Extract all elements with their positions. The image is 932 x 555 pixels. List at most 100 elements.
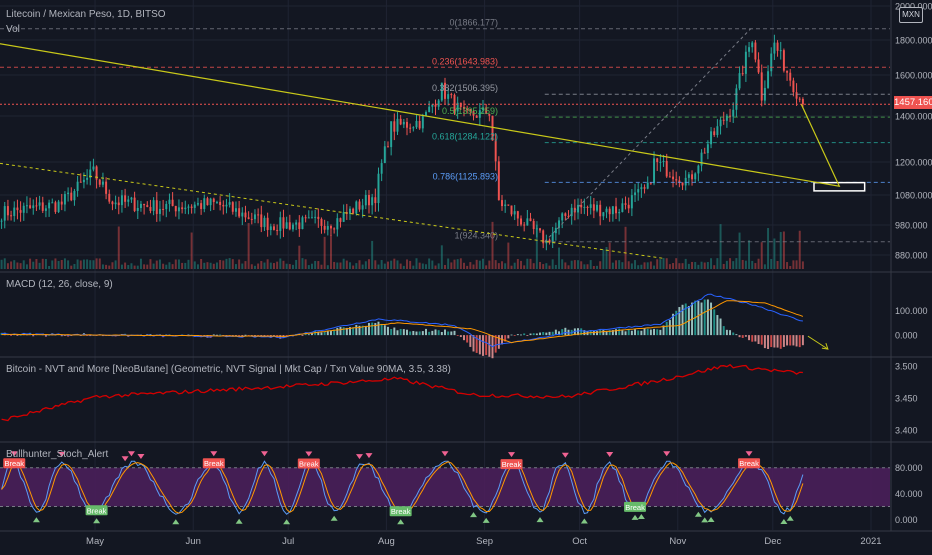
candle-body — [377, 173, 380, 204]
volume-bar — [342, 258, 345, 269]
volume-bar — [662, 258, 665, 269]
macd-histogram-bar — [444, 329, 446, 336]
volume-bar — [592, 265, 595, 269]
macd-histogram-bar — [703, 299, 706, 336]
volume-bar — [212, 263, 215, 269]
volume-bar — [456, 259, 459, 269]
macd-histogram-bar — [577, 328, 580, 336]
volume-bar — [589, 260, 592, 269]
candle-body — [29, 205, 32, 209]
macd-histogram-bar — [770, 335, 773, 348]
candle-body — [152, 200, 155, 211]
candle-body — [608, 208, 611, 215]
volume-bar — [193, 261, 196, 269]
candle-body — [130, 197, 133, 200]
volume-bar — [301, 258, 304, 269]
volume-bar — [744, 260, 747, 269]
volume-bar — [317, 261, 320, 269]
stoch-buy-marker — [707, 516, 715, 522]
volume-bar — [741, 259, 744, 269]
volume-bar — [425, 264, 427, 269]
candle-body — [634, 192, 637, 196]
volume-bar — [288, 264, 291, 269]
candle-body — [703, 152, 706, 154]
macd-histogram-bar — [279, 335, 282, 339]
volume-bar — [133, 265, 136, 269]
volume-bar — [627, 261, 630, 269]
volume-bar — [618, 260, 621, 269]
macd-histogram-bar — [757, 335, 760, 344]
stoch-buy-marker — [701, 517, 709, 523]
macd-histogram-bar — [329, 330, 332, 336]
candle-body — [782, 50, 785, 71]
candle-body — [16, 207, 19, 211]
candle-body — [124, 195, 127, 202]
candle-body — [79, 181, 82, 183]
macd-histogram-bar — [440, 331, 443, 336]
volume-bar — [675, 258, 678, 269]
stoch-sell-marker — [365, 453, 373, 459]
volume-bar — [120, 264, 123, 269]
macd-histogram-bar — [409, 331, 412, 336]
candle-body — [599, 204, 602, 217]
macd-histogram-bar — [779, 335, 782, 349]
stoch-sell-marker — [561, 452, 569, 458]
volume-bar — [402, 265, 405, 269]
currency-badge[interactable]: MXN — [899, 7, 923, 23]
candle-body — [168, 199, 171, 204]
volume-bar — [253, 265, 256, 269]
stoch-pane: 0.000 40.000 80.000 Break Break Break Break Bre… — [0, 451, 923, 525]
volume-bar — [630, 263, 633, 269]
volume-bar — [520, 260, 522, 269]
break-label: Break — [389, 506, 412, 517]
volume-bar — [748, 240, 751, 269]
stoch-buy-marker — [580, 518, 588, 524]
downtrend-line — [0, 162, 666, 260]
volume-bar — [76, 259, 79, 269]
stoch-sell-marker — [305, 451, 313, 457]
candle-body — [504, 204, 507, 207]
candle-body — [174, 205, 177, 212]
candle-body — [596, 204, 599, 211]
candle-body — [456, 102, 459, 112]
volume-bar — [295, 259, 298, 269]
macd-histogram-bar — [782, 335, 785, 347]
volume-bar — [558, 247, 561, 269]
volume-bar — [38, 262, 41, 269]
volume-bar — [548, 265, 551, 269]
candle-body — [732, 109, 735, 117]
volume-bar — [510, 265, 513, 269]
candle-body — [773, 42, 776, 54]
volume-bar — [472, 264, 475, 269]
break-label-text: Break — [739, 459, 759, 468]
candle-body — [792, 80, 795, 93]
macd-histogram-bar — [618, 328, 621, 336]
volume-bar — [710, 258, 713, 269]
macd-histogram-bar — [345, 327, 348, 336]
volume-bar — [206, 262, 209, 269]
break-label: Break — [297, 458, 320, 469]
nvt-tick-label: 3.400 — [895, 426, 918, 436]
volume-bar — [545, 263, 548, 269]
macd-histogram-bar — [678, 307, 681, 336]
break-label-text: Break — [299, 459, 319, 468]
volume-bar — [406, 259, 408, 269]
candles-layer — [0, 34, 804, 251]
break-label: Break — [624, 501, 647, 512]
volume-bar — [516, 259, 519, 269]
candle-body — [459, 102, 462, 107]
macd-histogram-bar — [725, 329, 728, 336]
candle-body — [501, 200, 503, 207]
macd-histogram-bar — [621, 330, 624, 336]
candle-body — [510, 205, 513, 215]
volume-bar — [314, 260, 317, 269]
volume-bar — [488, 260, 491, 269]
volume-bar — [48, 265, 51, 269]
candle-body — [678, 180, 681, 183]
x-tick-label: 2021 — [860, 536, 881, 547]
candle-body — [149, 206, 152, 211]
macd-histogram-bar — [580, 328, 583, 336]
volume-bar — [504, 263, 507, 269]
